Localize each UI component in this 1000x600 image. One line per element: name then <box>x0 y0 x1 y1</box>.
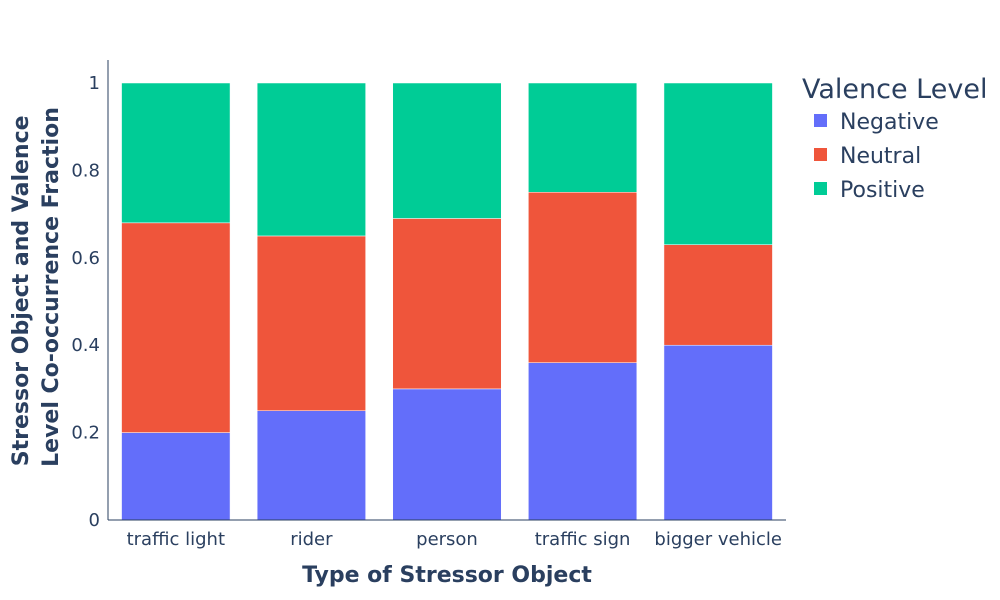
bar-traffic-light-negative <box>121 432 231 521</box>
x-tick-label-rider: rider <box>290 529 333 550</box>
bar-person-positive <box>392 82 502 219</box>
y-tick-label: 1 <box>89 73 100 94</box>
bar-bigger-vehicle-negative <box>663 344 773 521</box>
bar-traffic-sign-neutral <box>528 192 638 363</box>
bar-person-neutral <box>392 218 502 390</box>
y-axis-title-line-2: Level Co-occurrence Fraction <box>39 107 64 467</box>
y-tick-labels: 0 0.2 0.4 0.6 0.8 1 <box>71 73 100 531</box>
bar-rider-negative <box>256 410 366 521</box>
x-tick-label-traffic-sign: traffic sign <box>535 529 631 550</box>
x-tick-label-person: person <box>416 529 478 550</box>
y-axis-title: Stressor Object and Valence Level Co-occ… <box>9 107 64 467</box>
legend-label-neutral: Neutral <box>840 144 921 169</box>
bar-traffic-sign-negative <box>528 362 638 521</box>
bars-layer <box>121 82 773 521</box>
bar-traffic-light-positive <box>121 82 231 224</box>
bar-rider-positive <box>256 82 366 237</box>
legend-swatch-positive <box>814 182 827 195</box>
x-tick-label-bigger-vehicle: bigger vehicle <box>654 529 782 550</box>
legend-items: Negative Neutral Positive <box>814 110 939 203</box>
bar-person-negative <box>392 388 502 521</box>
bar-bigger-vehicle-positive <box>663 82 773 245</box>
x-tick-label-traffic-light: traffic light <box>127 529 225 550</box>
legend-title: Valence Level <box>802 74 987 105</box>
y-tick-label: 0 <box>89 510 100 531</box>
legend-label-negative: Negative <box>840 110 939 135</box>
y-tick-label: 0.6 <box>71 248 100 269</box>
legend-label-positive: Positive <box>840 178 925 203</box>
y-tick-label: 0.4 <box>71 335 100 356</box>
bar-traffic-light-neutral <box>121 222 231 433</box>
bar-rider-neutral <box>256 235 366 411</box>
legend: Valence Level Negative Neutral Positive <box>802 74 987 203</box>
bar-traffic-sign-positive <box>528 82 638 193</box>
legend-swatch-negative <box>814 114 827 127</box>
y-axis-title-line-1: Stressor Object and Valence <box>9 115 34 466</box>
legend-swatch-neutral <box>814 148 827 161</box>
y-tick-label: 0.8 <box>71 160 100 181</box>
y-tick-label: 0.2 <box>71 423 100 444</box>
x-tick-labels: traffic light rider person traffic sign bigg… <box>127 529 782 550</box>
bar-bigger-vehicle-neutral <box>663 244 773 346</box>
x-axis-title: Type of Stressor Object <box>302 563 592 588</box>
